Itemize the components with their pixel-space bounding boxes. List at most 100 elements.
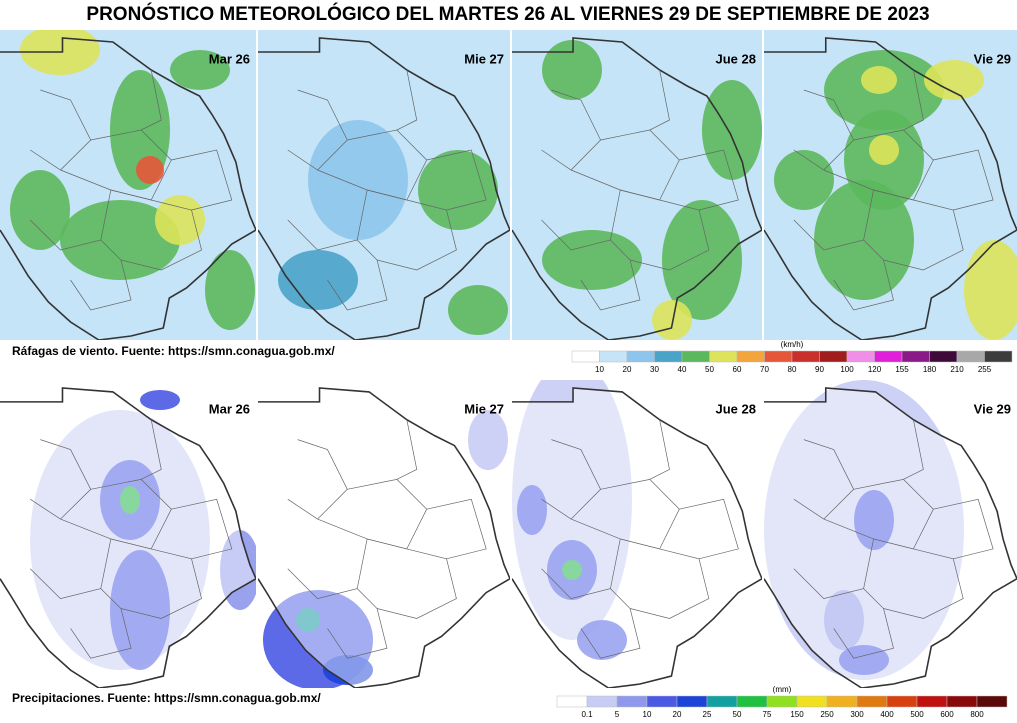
scale-cell [766, 695, 798, 708]
field-blob [10, 170, 70, 250]
field-blob [774, 150, 834, 210]
field-blob [652, 300, 692, 340]
field-blob [861, 66, 897, 94]
map-panel: Vie 29 [764, 30, 1017, 340]
map [512, 30, 762, 340]
scale-cell [886, 695, 918, 708]
municipal-border [833, 588, 894, 659]
field-blob [562, 560, 582, 580]
field-blob [220, 530, 256, 610]
scale-cell [791, 350, 820, 363]
state-map [0, 37, 256, 340]
scale-cell [764, 350, 793, 363]
unit: (km/h) [781, 340, 804, 349]
municipal-border [873, 189, 964, 271]
field-blob [577, 620, 627, 660]
map-panel: Mar 26 [0, 380, 256, 688]
scale-label: 5 [615, 710, 620, 718]
scale-label: 25 [703, 710, 712, 718]
scale-label: 50 [705, 365, 714, 374]
municipal-border [140, 69, 162, 131]
scale-cell [586, 695, 618, 708]
field-blob [542, 40, 602, 100]
field-blob [924, 60, 984, 100]
scale-label: 10 [595, 365, 604, 374]
municipal-border [171, 149, 233, 211]
field-blob [964, 240, 1017, 340]
state-map [764, 37, 1017, 340]
scale-label: 30 [650, 365, 659, 374]
panel-label: Mar 26 [209, 51, 250, 66]
municipal-border [620, 538, 710, 619]
scale-cell [796, 695, 828, 708]
panel-label: Vie 29 [974, 401, 1011, 416]
panel-label: Vie 29 [974, 51, 1011, 66]
panel-label: Mar 26 [209, 401, 250, 416]
scale-label: 75 [763, 710, 772, 718]
field-blob [155, 195, 205, 245]
scale-label: 300 [850, 710, 864, 718]
municipal-border [649, 419, 670, 480]
scale-label: 800 [970, 710, 984, 718]
map [0, 30, 256, 340]
scale-cell [709, 350, 738, 363]
scale-label: 150 [790, 710, 804, 718]
scale-cell [819, 350, 848, 363]
scale-label: 90 [815, 365, 824, 374]
state-map [258, 387, 510, 688]
scale-label: 20 [623, 365, 632, 374]
map [0, 380, 256, 688]
field-blob [140, 390, 180, 410]
field-blob [662, 200, 742, 320]
municipal-border [833, 239, 894, 311]
scale-cell [856, 695, 888, 708]
map-panel: Mie 27 [258, 30, 510, 340]
scale-label: 40 [678, 365, 687, 374]
scale-cell [681, 350, 710, 363]
scale-cell [736, 350, 765, 363]
municipal-border [873, 538, 964, 619]
scale-label: 20 [673, 710, 682, 718]
scale-cell [901, 350, 930, 363]
municipal-border [367, 189, 457, 271]
map-panel: Mie 27 [258, 380, 510, 688]
field-blob [60, 200, 180, 280]
municipal-border [541, 169, 621, 251]
scale-cell [616, 695, 648, 708]
field-blob [308, 120, 408, 240]
title: PRONÓSTICO METEOROLÓGICO DEL MARTES 26 A… [86, 3, 929, 25]
map-panel: Mar 26 [0, 30, 256, 340]
map-panel: Vie 29 [764, 380, 1017, 688]
scale-label: 500 [910, 710, 924, 718]
panel-label: Mie 27 [464, 401, 504, 416]
scale-label: 255 [978, 365, 992, 374]
scale-cell [654, 350, 683, 363]
panel-label: Jue 28 [716, 401, 756, 416]
scale-label: 70 [760, 365, 769, 374]
map [764, 380, 1017, 688]
scale-cell [626, 350, 655, 363]
field-blob [468, 410, 508, 470]
scale-label: 0.1 [581, 710, 593, 718]
municipal-border [396, 419, 418, 480]
scale-label: 400 [880, 710, 894, 718]
municipal-border [903, 419, 924, 480]
scale-cell [874, 350, 903, 363]
panel-label: Mie 27 [464, 51, 504, 66]
municipal-border [426, 149, 487, 211]
field-blob [205, 250, 255, 330]
caption-bg [0, 342, 400, 362]
scale-label: 180 [923, 365, 937, 374]
municipal-border [396, 69, 418, 131]
field-blob [296, 608, 320, 632]
caption: Ráfagas de viento. Fuente: https://smn.c… [12, 344, 335, 358]
state-map [512, 37, 762, 340]
municipal-border [679, 498, 739, 560]
field-blob [323, 655, 373, 685]
scale-label: 155 [895, 365, 909, 374]
scale-cell [571, 350, 600, 363]
caption-bg [0, 689, 400, 709]
scale-cell [736, 695, 768, 708]
